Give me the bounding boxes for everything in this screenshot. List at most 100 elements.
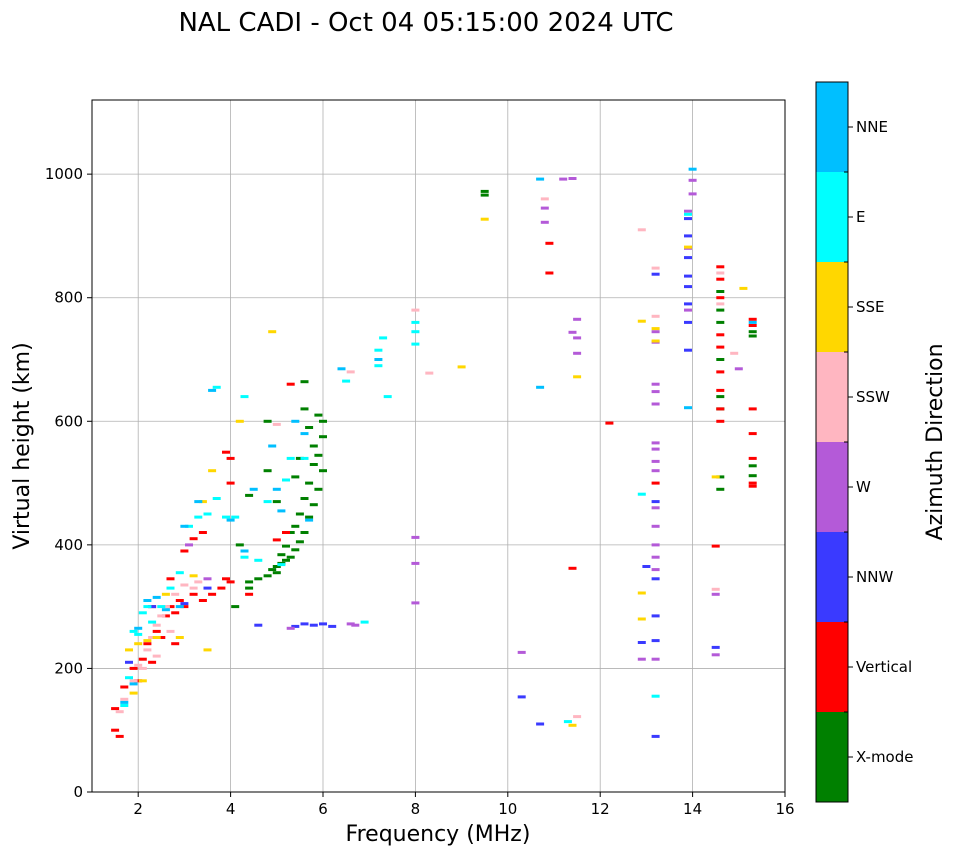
data-point-ssw xyxy=(166,629,175,633)
colorbar-label-item: SSW xyxy=(856,388,890,406)
colorbar-segment xyxy=(816,172,848,262)
data-point-sse xyxy=(134,642,143,646)
data-point-e xyxy=(360,620,369,624)
data-point-vertical xyxy=(245,592,254,596)
data-point-e xyxy=(185,524,193,528)
data-point-vertical xyxy=(222,577,230,581)
data-point-vertical xyxy=(748,324,757,327)
data-point-nnw xyxy=(328,624,337,628)
data-point-nnw xyxy=(180,602,189,606)
x-tick-label: 14 xyxy=(683,800,702,818)
data-point-ssw xyxy=(115,710,124,714)
data-point-x-mode xyxy=(480,189,489,193)
data-point-nne xyxy=(291,419,300,423)
data-point-ssw xyxy=(171,592,180,596)
y-tick-label: 0 xyxy=(73,783,83,801)
data-point-ssw xyxy=(272,422,281,426)
data-point-x-mode xyxy=(319,435,327,439)
data-point-nnw xyxy=(651,577,660,581)
data-point-nne xyxy=(120,700,129,704)
data-point-vertical xyxy=(605,421,614,425)
colorbar-segment xyxy=(816,262,848,352)
data-point-ssw xyxy=(637,228,646,232)
data-point-vertical xyxy=(138,657,147,661)
data-point-vertical xyxy=(198,599,207,602)
data-point-ssw xyxy=(180,583,189,587)
x-tick-label: 8 xyxy=(411,800,421,818)
data-point-x-mode xyxy=(291,548,300,552)
data-point-w xyxy=(411,535,420,539)
data-point-nnw xyxy=(148,605,157,609)
data-point-vertical xyxy=(716,265,725,269)
data-point-nnw xyxy=(651,639,660,643)
data-point-w xyxy=(540,206,549,210)
data-point-x-mode xyxy=(748,330,757,334)
data-point-ssw xyxy=(573,715,582,719)
colorbar-segment xyxy=(816,82,848,172)
data-point-x-mode xyxy=(716,290,725,293)
data-point-vertical xyxy=(545,241,554,245)
data-point-x-mode xyxy=(272,500,281,504)
data-point-x-mode xyxy=(295,540,304,544)
data-point-e xyxy=(342,379,351,383)
data-point-e xyxy=(125,676,133,680)
data-point-vertical xyxy=(166,577,175,581)
data-point-w xyxy=(540,220,549,224)
data-point-x-mode xyxy=(314,413,323,417)
data-point-nne xyxy=(300,432,309,436)
data-point-sse xyxy=(235,419,244,423)
data-point-vertical xyxy=(175,599,184,602)
data-point-w xyxy=(203,577,212,581)
data-point-w xyxy=(651,459,660,463)
y-tick-label: 1000 xyxy=(45,165,83,183)
data-point-nne xyxy=(134,626,143,630)
data-point-x-mode xyxy=(231,605,240,609)
data-point-nnw xyxy=(642,565,651,568)
data-point-vertical xyxy=(111,728,120,732)
colorbar-label: Azimuth Direction xyxy=(923,343,948,540)
data-point-nne xyxy=(240,549,249,553)
data-point-x-mode xyxy=(254,577,263,581)
data-point-w xyxy=(711,653,720,657)
data-point-vertical xyxy=(282,531,290,534)
data-point-w xyxy=(734,367,743,371)
data-point-vertical xyxy=(716,370,725,374)
data-point-x-mode xyxy=(282,558,290,562)
data-point-vertical xyxy=(716,277,725,281)
data-point-x-mode xyxy=(245,493,254,497)
colorbar-label-item: Vertical xyxy=(856,658,912,676)
data-point-w xyxy=(637,657,646,661)
data-point-nnw xyxy=(125,660,133,664)
data-point-e xyxy=(651,694,660,698)
data-point-vertical xyxy=(716,345,725,349)
data-point-e xyxy=(203,512,212,516)
data-point-w xyxy=(559,177,568,181)
colorbar-label-item: W xyxy=(856,478,871,496)
data-point-vertical xyxy=(222,450,230,454)
data-point-w xyxy=(651,469,660,473)
data-point-w xyxy=(411,601,420,605)
data-point-w xyxy=(286,626,295,630)
data-point-x-mode xyxy=(295,456,304,460)
data-point-x-mode xyxy=(245,580,254,584)
colorbar-segment xyxy=(816,622,848,712)
data-point-x-mode xyxy=(480,193,489,197)
data-point-x-mode xyxy=(268,568,277,572)
data-point-vertical xyxy=(171,642,180,646)
data-point-nne xyxy=(143,599,152,602)
data-point-e xyxy=(157,605,166,609)
data-point-x-mode xyxy=(263,419,272,423)
data-point-w xyxy=(351,623,360,627)
data-point-vertical xyxy=(748,481,757,485)
data-point-x-mode xyxy=(305,481,314,485)
data-point-nnw xyxy=(637,641,646,644)
data-point-w xyxy=(573,317,582,321)
data-point-nne xyxy=(268,444,277,448)
data-point-w xyxy=(684,209,692,213)
data-point-e xyxy=(231,515,240,519)
data-point-vertical xyxy=(748,317,757,321)
data-point-vertical xyxy=(217,586,226,590)
colorbar-label-item: NNE xyxy=(856,118,888,136)
data-point-sse xyxy=(152,636,161,639)
data-point-x-mode xyxy=(716,308,725,312)
